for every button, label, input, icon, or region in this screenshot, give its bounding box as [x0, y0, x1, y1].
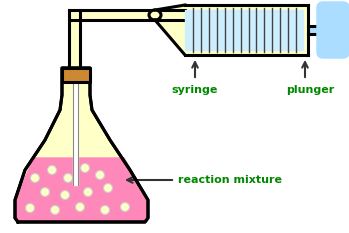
Circle shape	[101, 206, 110, 215]
Circle shape	[40, 188, 50, 196]
Circle shape	[96, 171, 104, 179]
Polygon shape	[15, 158, 148, 222]
Polygon shape	[185, 10, 303, 50]
Polygon shape	[69, 10, 80, 68]
Circle shape	[30, 174, 39, 182]
Ellipse shape	[149, 10, 161, 20]
Polygon shape	[155, 5, 185, 55]
Text: syringe: syringe	[172, 85, 218, 95]
Circle shape	[104, 184, 112, 192]
Circle shape	[25, 203, 35, 212]
Polygon shape	[15, 68, 148, 222]
Polygon shape	[69, 10, 80, 21]
Text: reaction mixture: reaction mixture	[178, 175, 282, 185]
Circle shape	[51, 206, 59, 215]
Polygon shape	[308, 26, 325, 34]
Circle shape	[60, 191, 69, 199]
Text: plunger: plunger	[286, 85, 334, 95]
Polygon shape	[73, 68, 78, 185]
Circle shape	[64, 174, 73, 182]
Circle shape	[47, 165, 57, 175]
Circle shape	[120, 202, 129, 212]
FancyBboxPatch shape	[318, 3, 348, 57]
Polygon shape	[69, 10, 185, 20]
Circle shape	[83, 188, 92, 196]
Circle shape	[75, 202, 84, 212]
Circle shape	[81, 164, 89, 172]
Polygon shape	[62, 68, 90, 82]
Polygon shape	[185, 5, 308, 55]
